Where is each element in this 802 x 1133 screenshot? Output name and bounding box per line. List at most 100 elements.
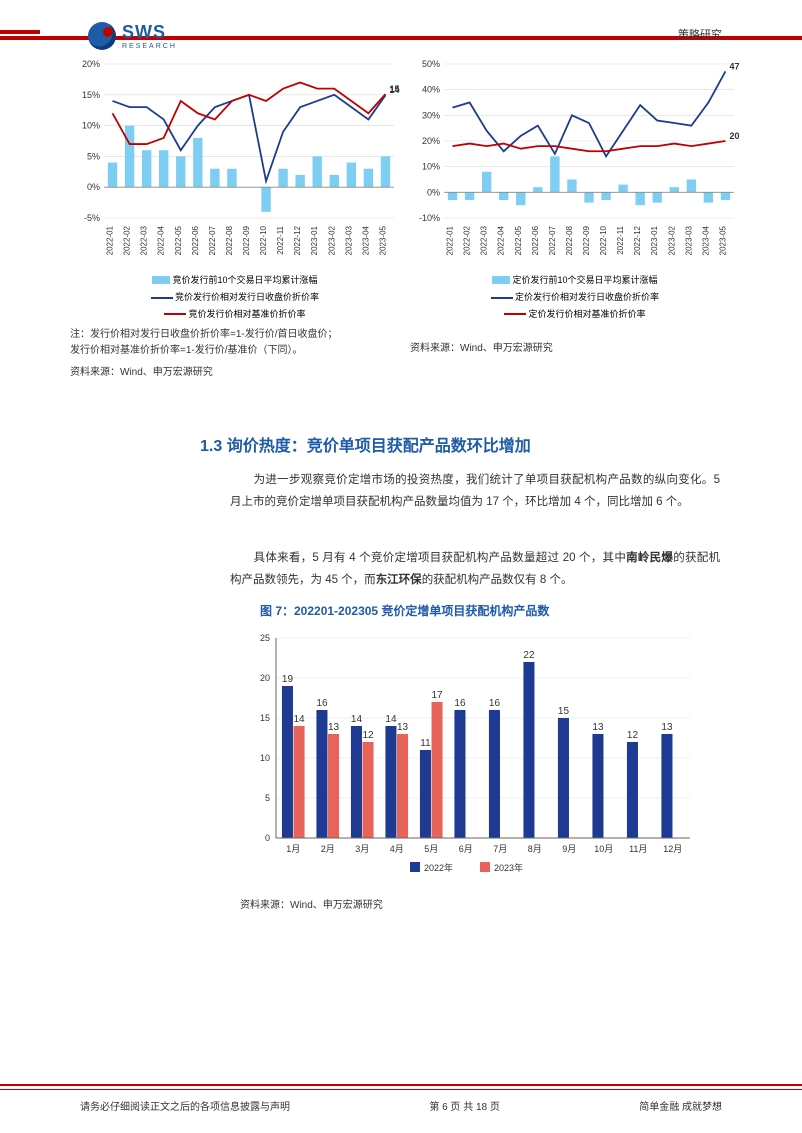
svg-text:12: 12 [627, 730, 639, 741]
svg-text:2023-04: 2023-04 [361, 225, 370, 255]
svg-text:5月: 5月 [424, 844, 438, 854]
svg-text:2022-05: 2022-05 [174, 225, 183, 255]
svg-text:16: 16 [316, 698, 328, 709]
svg-text:8月: 8月 [528, 844, 542, 854]
figure7-source: 资料来源：Wind、申万宏源研究 [240, 896, 383, 911]
svg-text:2022-06: 2022-06 [531, 225, 540, 255]
footer-left: 请务必仔细阅读正文之后的各项信息披露与声明 [80, 1098, 290, 1113]
footer-center: 第 6 页 共 18 页 [429, 1098, 500, 1113]
svg-text:2022-07: 2022-07 [208, 225, 217, 255]
svg-text:2022-09: 2022-09 [242, 225, 251, 255]
svg-text:-5%: -5% [84, 213, 100, 223]
chart-right-svg: -10%0%10%20%30%40%50%47.15%20.00%2022-01… [410, 56, 740, 266]
svg-text:2022-12: 2022-12 [293, 225, 302, 255]
svg-text:2023-01: 2023-01 [650, 225, 659, 255]
svg-text:2022-06: 2022-06 [191, 225, 200, 255]
svg-text:2022-10: 2022-10 [259, 225, 268, 255]
svg-text:20.00%: 20.00% [729, 131, 740, 141]
para2-pre: 具体来看，5 月有 4 个竞价定增项目获配机构产品数量超过 20 个，其中 [254, 552, 627, 564]
para2-bold2: 东江环保 [376, 574, 422, 586]
svg-text:0%: 0% [87, 182, 100, 192]
svg-text:2022-01: 2022-01 [106, 225, 115, 255]
svg-text:1月: 1月 [286, 844, 300, 854]
svg-text:2022-03: 2022-03 [480, 225, 489, 255]
footer-right: 简单金融 成就梦想 [639, 1098, 722, 1113]
svg-text:20%: 20% [422, 136, 440, 146]
chart-left-note: 注：发行价相对发行日收盘价折价率=1-发行价/首日收盘价；发行价相对基准价折价率… [70, 327, 400, 359]
svg-text:2023-05: 2023-05 [718, 225, 727, 255]
svg-text:2023年: 2023年 [494, 862, 523, 873]
svg-text:0%: 0% [427, 187, 440, 197]
figure7-svg: 051015202519141月16132月14123月14134月11175月… [240, 628, 700, 888]
svg-text:19: 19 [282, 674, 294, 685]
svg-text:40%: 40% [422, 85, 440, 95]
svg-text:25: 25 [260, 633, 270, 643]
svg-text:22: 22 [523, 650, 535, 661]
svg-text:10: 10 [260, 753, 270, 763]
brand-logo: SWS RESEARCH [88, 22, 177, 50]
svg-text:15%: 15% [82, 90, 100, 100]
svg-text:2022-01: 2022-01 [446, 225, 455, 255]
svg-text:2022-08: 2022-08 [565, 225, 574, 255]
paragraph-1: 为进一步观察竞价定增市场的投资热度，我们统计了单项目获配机构产品数的纵向变化。5… [230, 470, 720, 514]
svg-text:2022-02: 2022-02 [123, 225, 132, 255]
section-title: 1.3 询价热度：竞价单项目获配产品数环比增加 [200, 432, 531, 456]
svg-text:7月: 7月 [493, 844, 507, 854]
svg-text:13: 13 [592, 722, 604, 733]
page-footer: 请务必仔细阅读正文之后的各项信息披露与声明 第 6 页 共 18 页 简单金融 … [0, 1089, 802, 1113]
top-charts-row: -5%0%5%10%15%20%14.93%15.12%2022-012022-… [70, 56, 740, 378]
svg-text:12: 12 [362, 730, 374, 741]
footer-red-bar [0, 1084, 802, 1086]
svg-text:10%: 10% [82, 121, 100, 131]
svg-text:30%: 30% [422, 110, 440, 120]
svg-text:0: 0 [265, 833, 270, 843]
brand-sub: RESEARCH [122, 43, 177, 50]
svg-text:15: 15 [558, 706, 570, 717]
svg-text:2023-05: 2023-05 [378, 225, 387, 255]
svg-text:2022-04: 2022-04 [497, 225, 506, 255]
para1-text: 为进一步观察竞价定增市场的投资热度，我们统计了单项目获配机构产品数的纵向变化。5… [230, 474, 720, 508]
para2-post: 的获配机构产品数仅有 8 个。 [422, 574, 573, 586]
chart-left-source: 资料来源：Wind、申万宏源研究 [70, 363, 400, 378]
svg-text:12月: 12月 [663, 844, 682, 854]
svg-text:2023-03: 2023-03 [344, 225, 353, 255]
svg-text:16: 16 [454, 698, 466, 709]
svg-text:2022-08: 2022-08 [225, 225, 234, 255]
svg-text:17: 17 [431, 690, 443, 701]
svg-text:2022年: 2022年 [424, 862, 453, 873]
svg-text:15.12%: 15.12% [389, 84, 400, 94]
svg-text:2023-03: 2023-03 [684, 225, 693, 255]
svg-text:2022-04: 2022-04 [157, 225, 166, 255]
svg-text:47.15%: 47.15% [729, 61, 740, 71]
svg-text:5%: 5% [87, 151, 100, 161]
svg-text:2022-09: 2022-09 [582, 225, 591, 255]
svg-text:14: 14 [351, 714, 363, 725]
svg-text:2022-12: 2022-12 [633, 225, 642, 255]
chart-left-svg: -5%0%5%10%15%20%14.93%15.12%2022-012022-… [70, 56, 400, 266]
svg-text:13: 13 [328, 722, 340, 733]
svg-text:13: 13 [661, 722, 673, 733]
svg-text:2月: 2月 [321, 844, 335, 854]
svg-text:13: 13 [397, 722, 409, 733]
svg-text:20: 20 [260, 673, 270, 683]
figure7-title: 图 7：202201-202305 竞价定增单项目获配机构产品数 [260, 602, 549, 619]
logo-icon [88, 22, 116, 50]
svg-text:2022-05: 2022-05 [514, 225, 523, 255]
svg-text:3月: 3月 [355, 844, 369, 854]
svg-text:2022-03: 2022-03 [140, 225, 149, 255]
chart-left-legend: 竞价发行前10个交易日平均累计涨幅竞价发行价相对发行日收盘价折价率竞价发行价相对… [70, 273, 400, 321]
svg-text:10%: 10% [422, 162, 440, 172]
svg-text:2023-04: 2023-04 [701, 225, 710, 255]
svg-text:2023-01: 2023-01 [310, 225, 319, 255]
page: SWS RESEARCH 策略研究 -5%0%5%10%15%20%14.93%… [0, 0, 802, 1133]
svg-text:11: 11 [420, 738, 431, 749]
svg-text:6月: 6月 [459, 844, 473, 854]
header-category: 策略研究 [678, 26, 722, 42]
svg-text:16: 16 [489, 698, 501, 709]
svg-text:2023-02: 2023-02 [327, 225, 336, 255]
svg-text:14: 14 [293, 714, 305, 725]
chart-right: -10%0%10%20%30%40%50%47.15%20.00%2022-01… [410, 56, 740, 378]
svg-text:14: 14 [385, 714, 397, 725]
svg-text:2022-07: 2022-07 [548, 225, 557, 255]
svg-text:5: 5 [265, 793, 270, 803]
